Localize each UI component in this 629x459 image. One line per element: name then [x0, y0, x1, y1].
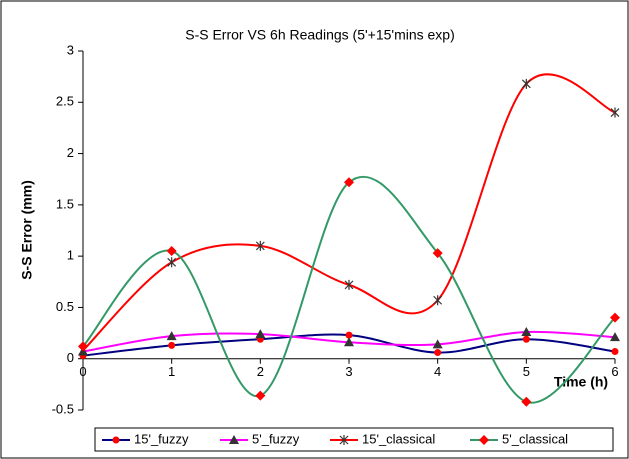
x-axis-label: Time (h)	[554, 374, 608, 390]
legend-marker	[339, 435, 349, 445]
marker	[610, 332, 620, 342]
y-tick-label: 0.5	[56, 299, 74, 314]
marker	[521, 327, 532, 337]
x-tick-label: 5	[523, 364, 530, 379]
marker	[166, 246, 177, 257]
legend-marker	[229, 435, 239, 444]
x-tick-label: 0	[79, 364, 86, 379]
marker	[344, 177, 354, 188]
marker	[168, 341, 176, 349]
marker	[344, 337, 354, 347]
x-tick-label: 2	[257, 364, 264, 379]
marker	[432, 248, 443, 259]
x-tick-label: 6	[611, 364, 618, 379]
marker	[610, 312, 620, 323]
marker	[167, 257, 177, 268]
legend-marker	[479, 435, 489, 445]
x-tick-label: 3	[345, 364, 352, 379]
y-tick-label: -0.5	[52, 401, 74, 416]
chart-title: S-S Error VS 6h Readings (5'+15'mins exp…	[185, 27, 455, 43]
marker	[433, 295, 443, 306]
x-tick-label: 4	[434, 364, 441, 379]
x-tick-label: 1	[168, 364, 175, 379]
y-tick-label: 2	[67, 145, 74, 160]
marker	[345, 331, 353, 339]
y-axis-label: S-S Error (mm)	[19, 180, 35, 280]
marker	[78, 341, 88, 352]
marker	[255, 240, 265, 251]
y-tick-label: 1.5	[56, 196, 74, 211]
legend-label: 5'_classical	[502, 431, 568, 446]
marker	[522, 335, 530, 343]
marker	[166, 331, 177, 341]
marker	[344, 279, 354, 290]
marker	[521, 78, 531, 89]
marker	[610, 107, 620, 118]
marker	[434, 349, 442, 357]
marker	[255, 329, 266, 339]
y-tick-label: 3	[67, 42, 74, 57]
legend-marker	[112, 436, 120, 444]
marker	[255, 390, 266, 401]
marker	[611, 348, 619, 356]
y-tick-label: 1	[67, 248, 74, 263]
y-tick-label: 2.5	[56, 94, 74, 109]
marker	[432, 339, 443, 349]
marker	[521, 396, 532, 407]
legend-label: 15'_classical	[362, 431, 435, 446]
legend-label: 5'_fuzzy	[252, 431, 300, 446]
legend-label: 15'_fuzzy	[134, 431, 189, 446]
y-tick-label: 0	[67, 350, 74, 365]
